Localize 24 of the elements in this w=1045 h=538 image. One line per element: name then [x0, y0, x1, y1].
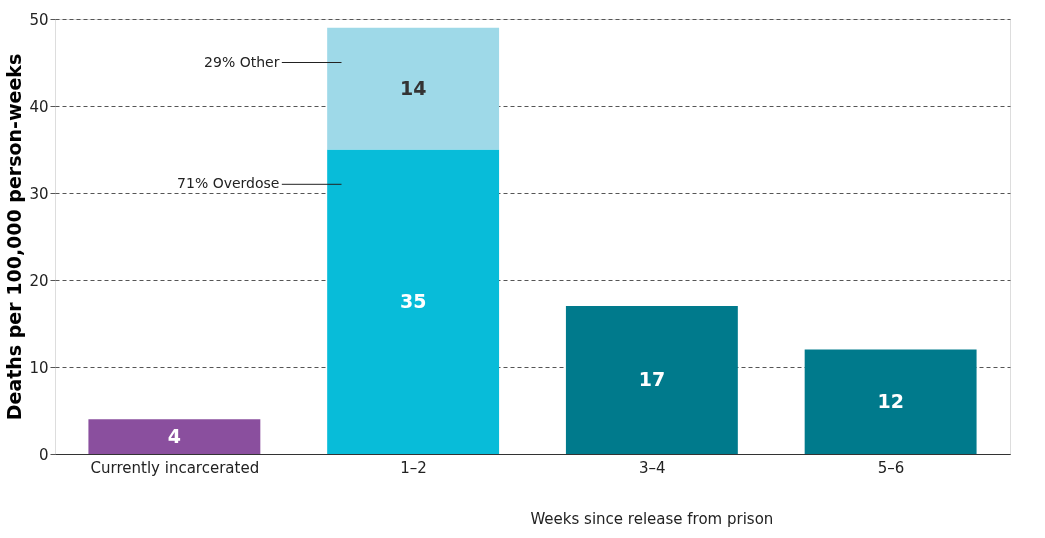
y-tick-label: 0 — [38, 445, 49, 464]
bar — [327, 27, 500, 150]
annotation: 29% Other — [204, 53, 280, 70]
y-tick-label: 40 — [29, 97, 49, 116]
data-label: 12 — [877, 389, 904, 412]
x-tick-label: 3–4 — [639, 458, 666, 477]
data-label: 17 — [638, 368, 666, 391]
bar — [88, 419, 261, 454]
annotation: 71% Overdose — [177, 175, 280, 192]
x-tick-label: 5–6 — [877, 458, 905, 477]
y-tick-label: 30 — [29, 184, 49, 203]
data-label: 14 — [399, 76, 427, 99]
data-label: 4 — [167, 424, 181, 447]
bar — [565, 306, 738, 454]
x-axis-title: Weeks since release from prison — [530, 510, 774, 528]
y-axis-title: Deaths per 100,000 person-weeks — [3, 53, 26, 421]
y-tick-label: 20 — [29, 271, 49, 290]
bar — [327, 149, 500, 454]
bar — [804, 349, 977, 454]
y-tick-label: 50 — [29, 10, 49, 29]
y-tick-label: 10 — [29, 358, 49, 377]
x-tick-label: Currently incarcerated — [90, 458, 260, 477]
data-label: 35 — [399, 289, 427, 312]
x-tick-label: 1–2 — [400, 458, 427, 477]
